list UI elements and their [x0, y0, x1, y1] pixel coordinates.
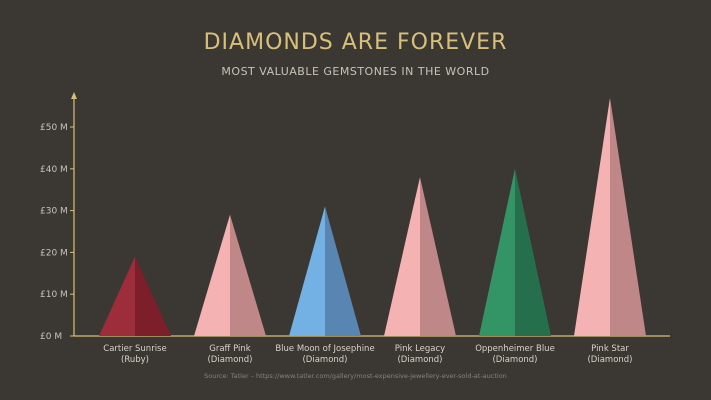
source-note: Source: Tatler – https://www.tatler.com/… — [204, 372, 507, 380]
gem-bar — [289, 206, 361, 336]
chart-title: DIAMONDS ARE FOREVER — [203, 30, 508, 55]
category-sublabel: (Diamond) — [207, 355, 252, 365]
category-label: Oppenheimer Blue — [475, 344, 555, 354]
chart-marks: Cartier Sunrise(Ruby)Graff Pink(Diamond)… — [99, 97, 646, 365]
gem-bar-right-face — [420, 177, 456, 336]
gem-bar — [479, 168, 551, 336]
category-label: Pink Star — [591, 344, 629, 354]
category-label: Cartier Sunrise — [103, 344, 166, 354]
gem-bar-left-face — [574, 97, 610, 337]
gem-bar — [574, 97, 646, 337]
gem-bar-right-face — [515, 168, 551, 336]
category-sublabel: (Diamond) — [397, 355, 442, 365]
gem-bar-left-face — [384, 177, 420, 336]
gem-bar-left-face — [194, 214, 230, 336]
gem-bar-right-face — [135, 256, 171, 336]
gem-bar — [194, 214, 266, 336]
y-tick-label: £10 M — [40, 290, 68, 300]
gem-bar — [99, 256, 171, 336]
category-sublabel: (Diamond) — [302, 355, 347, 365]
gem-bar-left-face — [99, 256, 135, 336]
category-label: Pink Legacy — [395, 344, 445, 354]
category-label: Graff Pink — [209, 344, 251, 354]
gem-bar-right-face — [325, 206, 361, 336]
gem-bar — [384, 177, 456, 336]
category-label: Blue Moon of Josephine — [275, 344, 374, 354]
axes: £0 M £10 M £20 M £30 M £40 M £50 M — [40, 92, 670, 342]
y-tick-label: £50 M — [40, 123, 68, 133]
gem-bar-left-face — [289, 206, 325, 336]
y-axis-arrow — [71, 92, 77, 99]
y-tick-label: £30 M — [40, 207, 68, 217]
gem-bar-right-face — [610, 97, 646, 337]
y-tick-label: £40 M — [40, 165, 68, 175]
category-sublabel: (Ruby) — [121, 355, 149, 365]
category-sublabel: (Diamond) — [492, 355, 537, 365]
y-tick-label: £20 M — [40, 248, 68, 258]
category-sublabel: (Diamond) — [587, 355, 632, 365]
chart-subtitle: MOST VALUABLE GEMSTONES IN THE WORLD — [221, 65, 490, 78]
gem-bar-right-face — [230, 214, 266, 336]
y-tick-label: £0 M — [40, 332, 62, 342]
gem-bar-left-face — [479, 168, 515, 336]
